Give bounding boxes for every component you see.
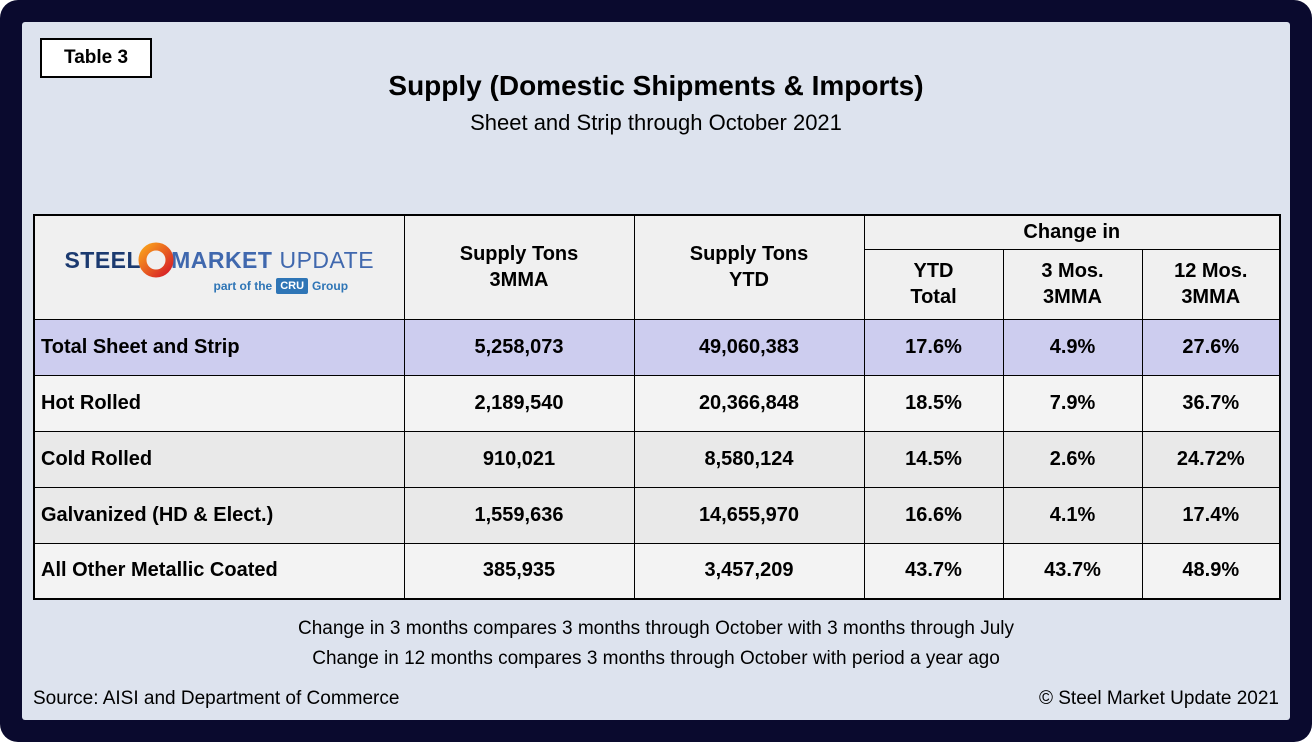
change-cell: 14.5%: [863, 430, 1004, 488]
header-line: YTD: [729, 269, 769, 292]
logo-market-text: MARKET: [171, 246, 273, 273]
value-cell: 20,366,848: [633, 374, 865, 432]
change-cell: 16.6%: [863, 486, 1004, 544]
header-line: Total: [910, 286, 957, 308]
header-line: Supply Tons: [459, 243, 579, 266]
change-cell: 27.6%: [1141, 318, 1281, 376]
change-cell: 43.7%: [863, 542, 1004, 600]
smu-logo: STEEL: [64, 240, 374, 295]
header-ytd-total: YTD Total: [863, 248, 1004, 320]
header-line: 12 Mos.: [1174, 260, 1248, 282]
footnote-line-2: Change in 12 months compares 3 months th…: [312, 648, 1000, 669]
page-title: Supply (Domestic Shipments & Imports): [388, 70, 924, 101]
smu-swirl-icon: [138, 242, 174, 278]
table-number-label: Table 3: [40, 38, 153, 78]
change-cell: 4.1%: [1002, 486, 1143, 544]
value-cell: 1,559,636: [403, 486, 635, 544]
value-cell: 49,060,383: [633, 318, 865, 376]
header-line: 3MMA: [1043, 286, 1102, 308]
value-cell: 5,258,073: [403, 318, 635, 376]
header-row-top: STEEL: [33, 214, 1281, 320]
change-cell: 17.6%: [863, 318, 1004, 376]
table-row-galvanized: Galvanized (HD & Elect.) 1,559,636 14,65…: [33, 486, 1281, 544]
header-3mos-3mma: 3 Mos. 3MMA: [1002, 248, 1143, 320]
header-line: 3 Mos.: [1041, 260, 1104, 282]
header-line: 3MMA: [489, 269, 549, 292]
header-supply-3mma: Supply Tons 3MMA: [403, 214, 635, 320]
header-line: YTD: [913, 260, 954, 282]
header-12mos-3mma: 12 Mos. 3MMA: [1141, 248, 1281, 320]
logo-header-cell: STEEL: [33, 214, 405, 320]
copyright-text: © Steel Market Update 2021: [1038, 688, 1279, 709]
cru-badge: CRU: [276, 278, 309, 295]
change-cell: 4.9%: [1002, 318, 1143, 376]
change-cell: 43.7%: [1002, 542, 1143, 600]
value-cell: 3,457,209: [633, 542, 865, 600]
change-cell: 2.6%: [1002, 430, 1143, 488]
header-line: 3MMA: [1181, 286, 1241, 308]
value-cell: 14,655,970: [633, 486, 865, 544]
header-supply-ytd: Supply Tons YTD: [633, 214, 865, 320]
change-cell: 24.72%: [1141, 430, 1281, 488]
footnote-line-1: Change in 3 months compares 3 months thr…: [297, 618, 1015, 639]
smu-logo-wordmark: STEEL: [64, 240, 374, 280]
header-line: Supply Tons: [689, 243, 809, 266]
footnotes: Change in 3 months compares 3 months thr…: [22, 614, 1290, 674]
logo-steel-text: STEEL: [64, 246, 142, 273]
logo-tagline-suffix: Group: [312, 279, 349, 294]
header-row-sub: YTD Total 3 Mos. 3MMA 12 Mos. 3MMA: [34, 248, 1281, 320]
row-label: Total Sheet and Strip: [33, 318, 405, 376]
logo-update-text: UPDATE: [279, 246, 375, 273]
content-panel: Table 3 Supply (Domestic Shipments & Imp…: [22, 22, 1290, 720]
page-subtitle: Sheet and Strip through October 2021: [470, 110, 842, 135]
row-label: Galvanized (HD & Elect.): [33, 486, 405, 544]
table-row-hot-rolled: Hot Rolled 2,189,540 20,366,848 18.5% 7.…: [33, 374, 1281, 432]
table-row-total-sheet-and-strip: Total Sheet and Strip 5,258,073 49,060,3…: [33, 318, 1281, 376]
row-label: All Other Metallic Coated: [33, 542, 405, 600]
table-row-cold-rolled: Cold Rolled 910,021 8,580,124 14.5% 2.6%…: [33, 430, 1281, 488]
table-row-all-other-metallic-coated: All Other Metallic Coated 385,935 3,457,…: [33, 542, 1281, 600]
value-cell: 910,021: [403, 430, 635, 488]
smu-logo-tagline: part of the CRU Group: [64, 278, 374, 295]
header-change-in: Change in: [863, 214, 1281, 250]
change-cell: 36.7%: [1141, 374, 1281, 432]
bottom-line: Source: AISI and Department of Commerce …: [33, 688, 1279, 710]
change-cell: 17.4%: [1141, 486, 1281, 544]
change-cell: 18.5%: [863, 374, 1004, 432]
value-cell: 8,580,124: [633, 430, 865, 488]
logo-tagline-prefix: part of the: [213, 279, 273, 294]
source-text: Source: AISI and Department of Commerce: [33, 688, 400, 709]
change-cell: 7.9%: [1002, 374, 1143, 432]
value-cell: 385,935: [403, 542, 635, 600]
row-label: Cold Rolled: [33, 430, 405, 488]
supply-table: STEEL: [33, 214, 1282, 600]
change-cell: 48.9%: [1141, 542, 1281, 600]
row-label: Hot Rolled: [33, 374, 405, 432]
value-cell: 2,189,540: [403, 374, 635, 432]
